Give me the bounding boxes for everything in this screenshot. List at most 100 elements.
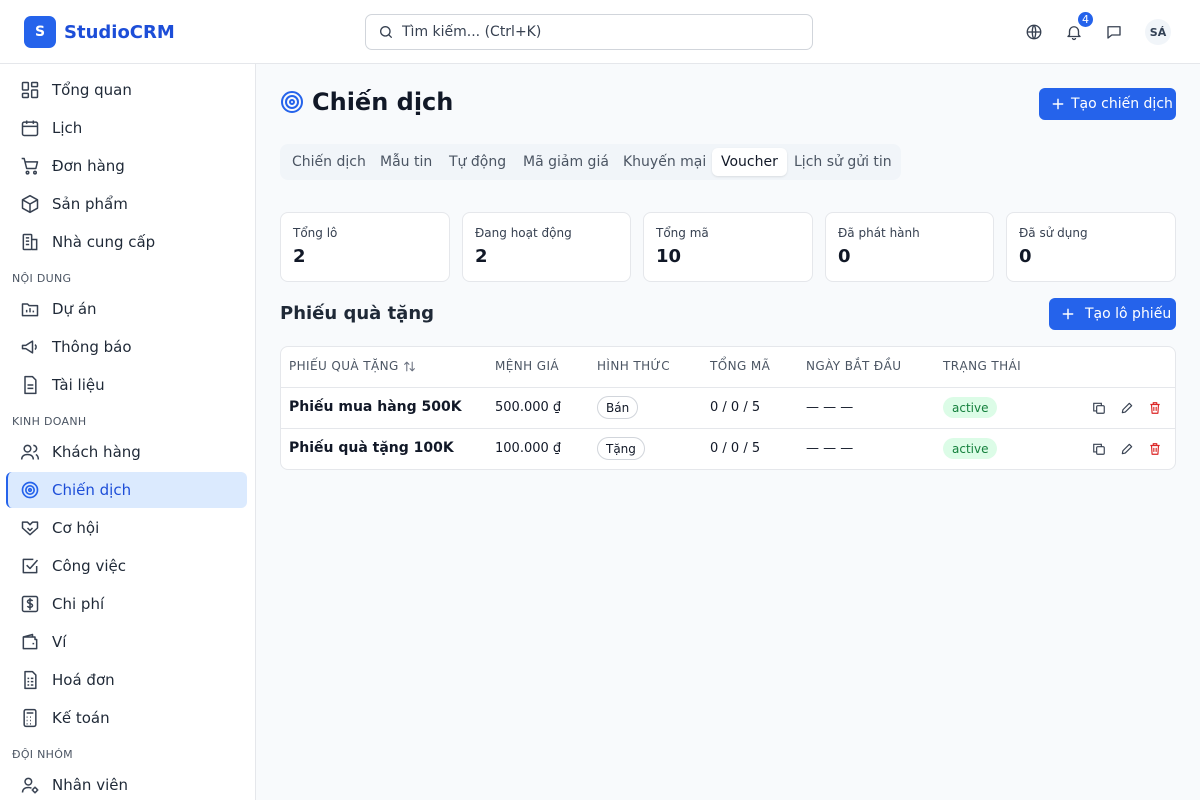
edit-icon[interactable] [1120,442,1134,456]
sidebar-item-projects[interactable]: Dự án [6,291,247,327]
create-batch-button[interactable]: Tạo lô phiếu [1049,298,1176,330]
checkbox-icon [22,558,39,574]
stat-label: Tổng lô [293,226,338,240]
sidebar-item-label: Dự án [52,300,97,318]
create-campaign-button[interactable]: Tạo chiến dịch [1039,88,1176,120]
copy-icon[interactable] [1092,442,1106,456]
search-icon [380,26,392,38]
folder-icon [21,303,39,317]
sidebar: Tổng quan Lịch Đơn hàng Sản phẩm Nhà cun… [0,64,256,800]
voucher-type-badge: Bán [597,396,639,419]
sidebar-item-products[interactable]: Sản phẩm [6,186,247,222]
sidebar-item-tasks[interactable]: Công việc [6,548,247,584]
sidebar-item-suppliers[interactable]: Nhà cung cấp [6,224,247,260]
stat-label: Đang hoạt động [475,226,572,240]
sidebar-item-expenses[interactable]: Chi phí [6,586,247,622]
table-row[interactable]: Phiếu mua hàng 500K 500.000 ₫ Bán 0 / 0 … [281,387,1175,428]
stat-label: Đã sử dụng [1019,226,1088,240]
create-batch-label: Tạo lô phiếu [1085,306,1172,322]
tab-templates[interactable]: Mẫu tin [380,154,433,170]
column-header-voucher[interactable]: PHIẾU QUÀ TẶNG [289,359,416,373]
plus-icon [1052,98,1064,110]
search-box[interactable] [365,14,813,50]
sidebar-item-customers[interactable]: Khách hàng [6,434,247,470]
search-input[interactable] [402,24,802,40]
stat-card-total-codes: Tổng mã 10 [643,212,813,282]
sidebar-item-opportunities[interactable]: Cơ hội [6,510,247,546]
tab-discount-codes[interactable]: Mã giảm giá [523,154,609,170]
table-row[interactable]: Phiếu quà tặng 100K 100.000 ₫ Tặng 0 / 0… [281,428,1175,469]
voucher-value: 500.000 ₫ [495,400,562,415]
status-badge: active [943,397,998,418]
sidebar-item-announcements[interactable]: Thông báo [6,329,247,365]
tab-send-history[interactable]: Lịch sử gửi tin [794,154,892,170]
users-icon [20,444,40,460]
voucher-value: 100.000 ₫ [495,441,562,456]
target-icon [281,91,303,113]
stat-card-active: Đang hoạt động 2 [462,212,631,282]
dashboard-icon [21,81,39,99]
edit-icon[interactable] [1120,401,1134,415]
chat-icon [1107,26,1121,39]
sidebar-item-label: Nhà cung cấp [52,233,156,251]
wallet-icon [22,633,38,650]
handshake-icon [21,521,39,536]
copy-icon[interactable] [1092,401,1106,415]
sidebar-item-invoices[interactable]: Hoá đơn [6,662,247,698]
sidebar-item-campaigns[interactable]: Chiến dịch [6,472,247,508]
tab-automation[interactable]: Tự động [449,154,507,170]
tab-campaigns[interactable]: Chiến dịch [292,154,366,170]
sidebar-item-staff[interactable]: Nhân viên [6,767,247,800]
sidebar-item-label: Tổng quan [52,81,132,99]
sidebar-item-calendar[interactable]: Lịch [6,110,247,146]
messages-button[interactable] [1102,20,1126,44]
sort-icon [403,361,415,371]
tab-voucher[interactable]: Voucher [712,148,787,176]
document-icon [24,375,37,395]
sidebar-item-documents[interactable]: Tài liệu [6,367,247,403]
sidebar-item-label: Kế toán [52,709,110,727]
package-icon [21,194,39,214]
stat-card-issued: Đã phát hành 0 [825,212,994,282]
sidebar-item-wallet[interactable]: Ví [6,624,247,660]
stat-value: 0 [1019,246,1032,267]
user-gear-icon [21,777,39,794]
globe-icon [1026,24,1042,40]
sidebar-item-label: Ví [52,633,67,651]
stat-card-total-batches: Tổng lô 2 [280,212,450,282]
column-header-start-date: NGÀY BẮT ĐẦU [806,359,902,373]
column-header-type: HÌNH THỨC [597,359,671,373]
calculator-icon [23,708,37,728]
page-title: Chiến dịch [280,88,453,116]
calendar-icon [21,120,39,137]
invoice-icon [24,670,37,690]
app-logo[interactable]: S StudioCRM [24,16,175,48]
voucher-type-badge: Tặng [597,437,645,460]
sidebar-item-orders[interactable]: Đơn hàng [6,148,247,184]
delete-icon[interactable] [1148,442,1162,456]
voucher-start-date: — — — [806,400,854,415]
stat-card-used: Đã sử dụng 0 [1006,212,1176,282]
user-avatar[interactable]: SÁ [1145,19,1171,45]
cart-icon [21,157,39,175]
language-button[interactable] [1022,20,1046,44]
delete-icon[interactable] [1148,401,1162,415]
notifications-button[interactable] [1062,20,1086,44]
sidebar-item-accounting[interactable]: Kế toán [6,700,247,736]
stat-value: 2 [293,246,306,267]
sidebar-item-label: Chi phí [52,595,105,613]
column-header-codes: TỔNG MÃ [710,359,771,373]
sidebar-item-label: Nhân viên [52,776,128,794]
sidebar-item-label: Thông báo [52,338,132,356]
voucher-name: Phiếu quà tặng 100K [289,440,454,456]
target-icon [21,481,39,499]
voucher-codes: 0 / 0 / 5 [710,441,761,456]
sidebar-item-overview[interactable]: Tổng quan [6,72,247,108]
tab-promotions[interactable]: Khuyến mại [623,154,707,170]
vouchers-section-title: Phiếu quà tặng [280,303,435,324]
megaphone-icon [21,340,37,354]
stat-label: Đã phát hành [838,226,920,240]
sidebar-item-label: Đơn hàng [52,157,125,175]
notification-badge: 4 [1077,11,1094,28]
logo-mark: S [24,16,56,48]
